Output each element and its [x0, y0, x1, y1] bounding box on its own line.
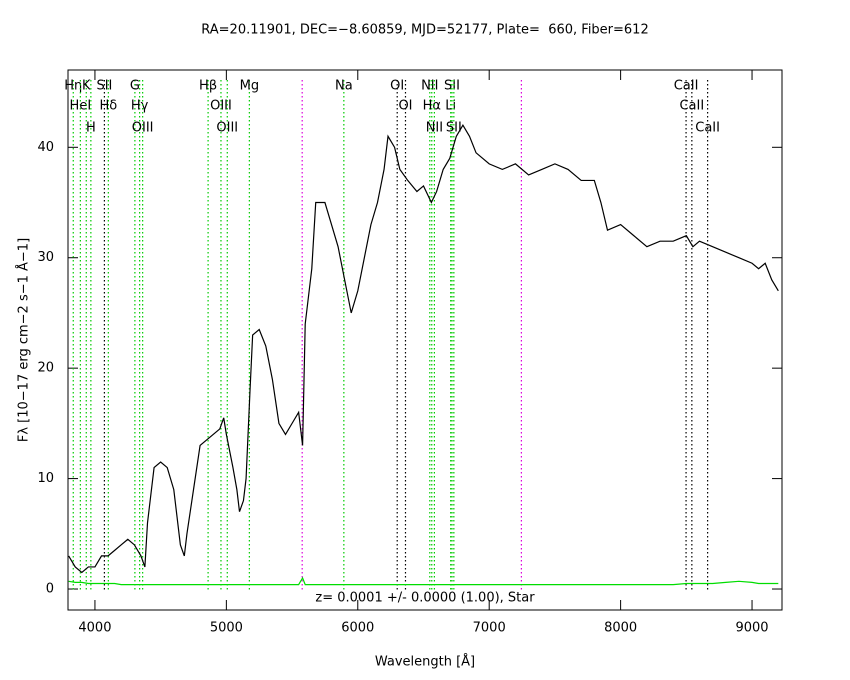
x-tick-label: 6000	[341, 621, 374, 636]
spectral-line-label: NII	[421, 79, 438, 94]
spectral-line-label: Na	[335, 79, 353, 94]
spectral-line-label: CaII	[695, 121, 720, 136]
spectral-line-label: HeI	[70, 99, 92, 114]
spectral-line-label: OIII	[210, 99, 232, 114]
series-line	[68, 576, 779, 586]
series-line	[68, 124, 779, 574]
spectral-line-label: OIII	[216, 121, 238, 136]
y-tick-label: 30	[37, 250, 54, 265]
y-axis-label: Fλ [10−17 erg cm−2 s−1 Å−1]	[16, 238, 32, 442]
spectral-line-label: K	[82, 79, 91, 94]
x-tick-label: 9000	[735, 621, 768, 636]
spectral-line-label: G	[130, 79, 140, 94]
spectral-line-label: CaII	[679, 99, 704, 114]
spectral-line-label: OI	[398, 99, 412, 114]
x-tick-label: 8000	[604, 621, 637, 636]
spectral-line-label: NII	[426, 121, 443, 136]
y-tick-label: 10	[37, 471, 54, 486]
y-tick-label: 20	[37, 361, 54, 376]
x-tick-label: 5000	[210, 621, 243, 636]
y-tick-label: 40	[37, 140, 54, 155]
spectral-line-label: Hη	[64, 79, 82, 94]
spectral-line-label: H	[86, 121, 96, 136]
y-tick-label: 0	[46, 582, 54, 597]
x-tick-label: 7000	[473, 621, 506, 636]
chart-title: RA=20.11901, DEC=−8.60859, MJD=52177, Pl…	[201, 23, 648, 38]
spectral-line-label: Li	[445, 99, 456, 114]
spectral-line-label: SII	[446, 121, 462, 136]
spectral-line-label: SII	[96, 79, 112, 94]
spectral-line-label: OI	[390, 79, 404, 94]
spectral-line-label: SII	[444, 79, 460, 94]
spectral-line-label: CaII	[674, 79, 699, 94]
spectral-line-label: Hγ	[131, 99, 149, 114]
x-tick-label: 4000	[78, 621, 111, 636]
spectral-line-label: Hα	[423, 99, 441, 114]
spectral-line-label: OIII	[132, 121, 154, 136]
plot-frame	[67, 69, 783, 611]
spectral-line-label: Hδ	[99, 99, 117, 114]
x-axis-label: Wavelength [Å]	[375, 654, 475, 670]
annotation: z= 0.0001 +/- 0.0000 (1.00), Star	[315, 591, 535, 606]
spectral-line-label: Mg	[240, 79, 259, 94]
spectral-line-label: Hβ	[199, 79, 217, 94]
